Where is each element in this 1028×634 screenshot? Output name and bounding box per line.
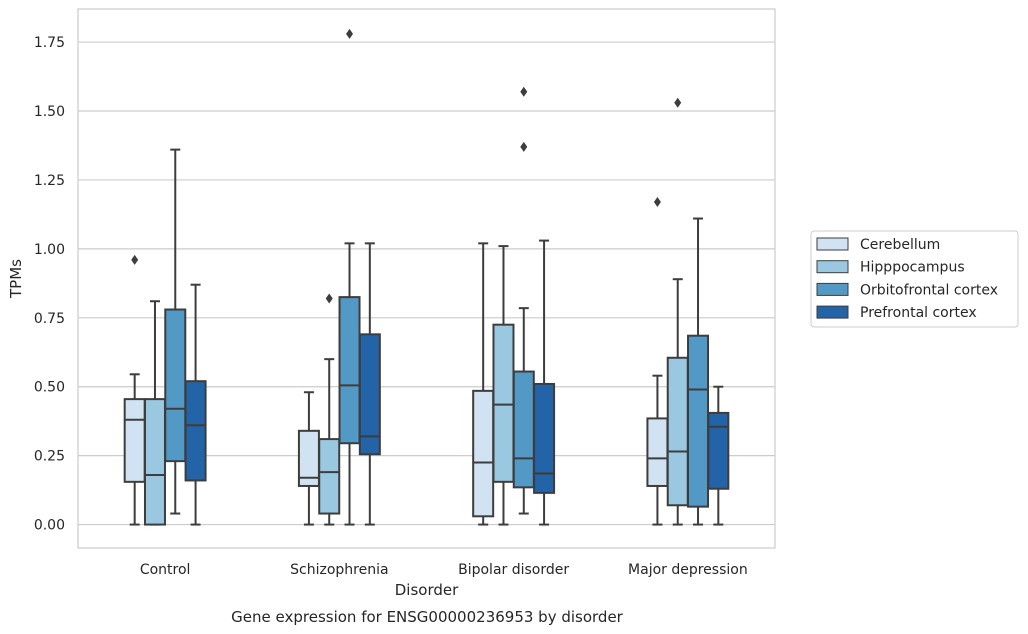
box-prefrontal-cortex xyxy=(707,385,730,526)
outlier-marker xyxy=(520,86,528,97)
box-orbitofrontal-cortex xyxy=(687,217,710,526)
box-series-group xyxy=(123,28,730,526)
x-axis-label: Disorder xyxy=(395,581,459,599)
box-cerebellum xyxy=(123,254,146,526)
box-prefrontal-cortex xyxy=(184,283,207,526)
x-tick-label: Bipolar disorder xyxy=(458,562,569,578)
box-prefrontal-cortex xyxy=(533,239,556,526)
box-body xyxy=(164,308,187,463)
box-prefrontal-cortex xyxy=(358,242,381,526)
box-body xyxy=(184,380,207,482)
y-tick-label: 0.00 xyxy=(34,518,65,534)
box-body xyxy=(512,370,535,489)
box-body xyxy=(318,438,341,515)
box-body xyxy=(666,356,689,507)
legend-entry: Cerebellum xyxy=(860,237,940,253)
x-tick-label: Major depression xyxy=(628,562,748,578)
outlier-marker xyxy=(653,196,661,207)
box-body xyxy=(687,334,710,508)
outlier-marker xyxy=(520,141,528,152)
legend-frame xyxy=(810,230,1019,328)
y-axis-label: TPMs xyxy=(7,259,25,299)
outlier-marker xyxy=(131,254,139,265)
box-body xyxy=(358,333,381,456)
box-orbitofrontal-cortex xyxy=(512,86,535,515)
plot-area-frame xyxy=(77,8,776,549)
box-orbitofrontal-cortex xyxy=(164,148,187,515)
y-tick-label: 0.25 xyxy=(34,449,65,465)
x-tick-label: Control xyxy=(140,562,191,578)
legend-entry: Prefrontal cortex xyxy=(860,305,977,321)
legend-swatch xyxy=(816,282,849,296)
outlier-marker xyxy=(346,28,354,39)
legend-swatch xyxy=(816,237,849,251)
y-tick-label: 1.25 xyxy=(34,173,65,189)
box-hipppocampus xyxy=(143,300,166,526)
box-orbitofrontal-cortex xyxy=(338,28,361,526)
legend: Cerebellum Hipppocampus Orbitofrontal cort… xyxy=(810,230,1019,328)
y-tick-label: 0.75 xyxy=(34,311,65,327)
legend-entry: Orbitofrontal cortex xyxy=(860,282,998,298)
outlier-marker xyxy=(674,97,682,108)
box-body xyxy=(707,411,730,490)
box-body xyxy=(646,417,669,487)
chart-caption: Gene expression for ENSG00000236953 by d… xyxy=(231,608,624,626)
box-hipppocampus xyxy=(318,293,341,526)
legend-swatch xyxy=(816,305,849,319)
box-cerebellum xyxy=(472,242,495,526)
x-tick-label: Schizophrenia xyxy=(290,562,388,578)
outlier-marker xyxy=(325,293,333,304)
box-cerebellum xyxy=(646,196,669,526)
box-body xyxy=(472,389,495,518)
y-tick-label: 1.50 xyxy=(34,104,65,120)
box-hipppocampus xyxy=(666,97,689,526)
box-body xyxy=(533,382,556,494)
x-tick-labels: Control Schizophrenia Bipolar disorder Majo… xyxy=(140,562,748,578)
box-body xyxy=(338,296,361,445)
box-cerebellum xyxy=(297,391,320,526)
box-body xyxy=(143,398,166,526)
y-tick-label: 0.50 xyxy=(34,380,65,396)
box-hipppocampus xyxy=(492,245,515,526)
box-body xyxy=(123,398,146,483)
y-tick-label: 1.75 xyxy=(34,35,65,51)
legend-swatch xyxy=(816,260,849,274)
legend-entry: Hipppocampus xyxy=(860,260,965,276)
box-body xyxy=(492,323,515,483)
y-tick-label: 1.00 xyxy=(34,242,65,258)
y-tick-labels: 0.00 0.25 0.50 0.75 1.00 1.25 1.50 1.75 xyxy=(34,35,65,533)
